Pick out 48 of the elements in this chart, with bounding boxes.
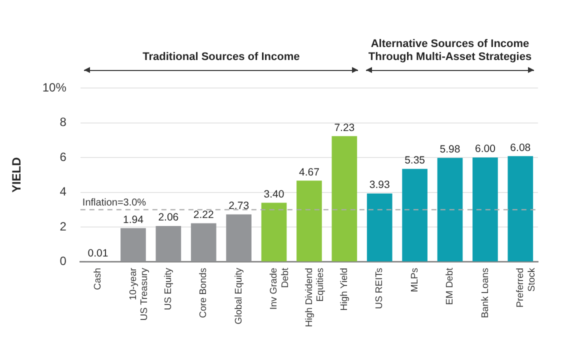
bar — [226, 214, 252, 262]
x-tick-label: High Yield — [339, 268, 350, 311]
data-label: 2.06 — [158, 212, 179, 224]
bar — [508, 156, 534, 262]
data-label: 0.01 — [88, 247, 108, 260]
x-tick-label: Preferred Stock — [515, 268, 538, 308]
bar — [402, 168, 428, 262]
y-tick-label: 0 — [60, 254, 67, 268]
y-tick-label: 6 — [60, 150, 67, 164]
bar — [437, 158, 463, 262]
x-tick-label: MLPs — [409, 268, 420, 292]
x-tick-label: Core Bonds — [198, 268, 210, 318]
x-tick-label: Global Equity — [233, 268, 244, 324]
bar — [261, 202, 287, 262]
y-tick-label: 4 — [60, 184, 67, 199]
bar — [366, 194, 392, 262]
data-label: 5.98 — [440, 144, 460, 156]
data-label: 2.22 — [193, 208, 214, 221]
x-tick-label: Inv Grade Debt — [268, 268, 292, 310]
data-label: 2.73 — [228, 200, 250, 212]
bar — [120, 228, 146, 262]
bar — [190, 223, 216, 262]
data-label: 7.23 — [334, 122, 355, 134]
text: Traditional Sources of Income — [142, 51, 301, 64]
data-label: 4.67 — [298, 166, 320, 178]
x-tick-label: EM Debt — [444, 268, 456, 305]
bar — [332, 136, 358, 262]
bar — [296, 180, 322, 262]
x-tick-label: 10-year US Treasury — [128, 268, 150, 321]
x-tick-label: US REITs — [374, 268, 386, 310]
x-tick-label: Cash — [92, 268, 104, 290]
ref-line-label: Inflation=3.0% — [82, 197, 146, 208]
data-label: 3.93 — [369, 179, 390, 192]
text: Alternative Sources of Income Through Multi-Asset Strategies — [367, 38, 533, 64]
data-label: 5.35 — [404, 154, 426, 166]
data-label: 1.94 — [122, 214, 144, 226]
x-tick-label: Bank Loans — [480, 268, 491, 318]
x-tick-label: High Dividend Equities — [304, 268, 326, 328]
y-tick-label: 2 — [60, 219, 67, 234]
data-label: 3.40 — [264, 188, 284, 200]
y-axis-title: YIELD — [10, 156, 24, 193]
y-tick-label: 8 — [60, 115, 67, 130]
y-tick-label: 10% — [42, 80, 67, 94]
bar — [156, 226, 182, 262]
data-label: 6.08 — [510, 142, 531, 154]
data-label: 6.00 — [474, 143, 496, 156]
x-tick-label: US Equity — [163, 268, 174, 310]
bar — [472, 158, 498, 262]
